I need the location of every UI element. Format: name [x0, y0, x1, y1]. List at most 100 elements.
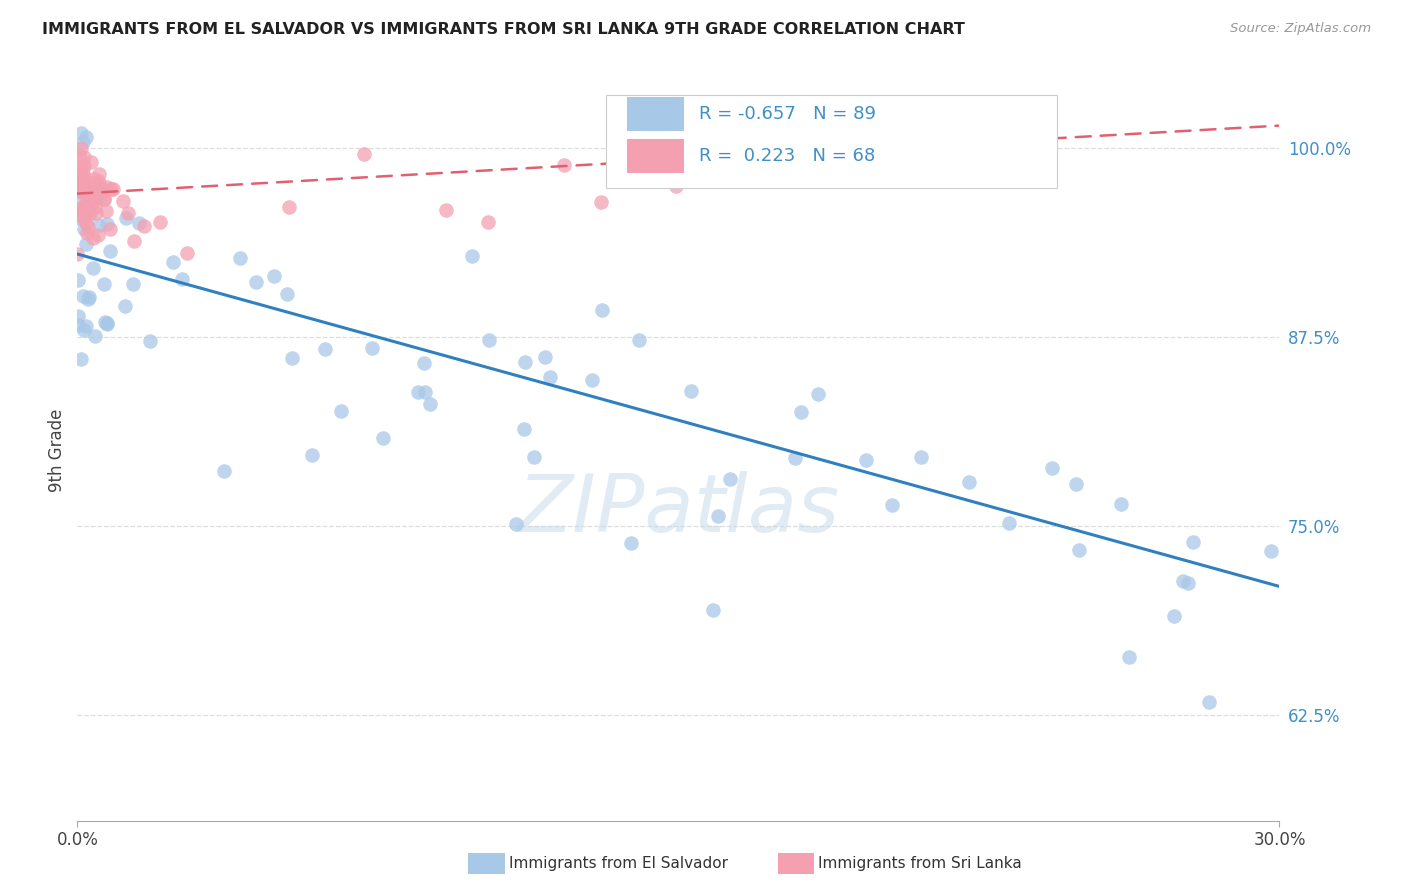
Point	[100, 181, 122, 195]
Point	[628, 334, 651, 348]
Point	[538, 370, 561, 384]
Point	[170, 272, 193, 286]
Point	[72, 211, 94, 225]
Point	[75, 216, 97, 230]
Point	[1111, 498, 1133, 512]
Point	[77, 219, 100, 234]
Point	[67, 273, 90, 287]
Point	[855, 452, 877, 467]
Point	[84, 206, 107, 220]
Point	[1069, 543, 1091, 558]
FancyBboxPatch shape	[627, 96, 685, 131]
Point	[523, 450, 546, 464]
Point	[72, 201, 94, 215]
Text: Immigrants from Sri Lanka: Immigrants from Sri Lanka	[818, 856, 1022, 871]
Point	[1198, 695, 1220, 709]
Point	[82, 231, 104, 245]
Point	[419, 397, 441, 411]
Point	[281, 351, 304, 365]
Point	[94, 204, 117, 219]
Point	[89, 167, 111, 181]
Point	[73, 222, 96, 236]
Point	[413, 356, 436, 370]
Point	[162, 255, 184, 269]
Point	[66, 247, 89, 261]
Point	[96, 316, 118, 330]
Point	[111, 194, 134, 208]
Point	[70, 126, 93, 140]
Point	[679, 384, 702, 399]
Point	[93, 192, 115, 206]
Text: ZIPatlas: ZIPatlas	[517, 471, 839, 549]
Point	[176, 246, 198, 260]
Point	[276, 287, 298, 301]
Point	[96, 318, 118, 332]
Point	[84, 328, 107, 343]
Point	[69, 162, 91, 177]
Point	[314, 343, 336, 357]
Point	[98, 244, 121, 259]
Point	[73, 323, 96, 337]
Point	[66, 309, 89, 323]
Text: IMMIGRANTS FROM EL SALVADOR VS IMMIGRANTS FROM SRI LANKA 9TH GRADE CORRELATION C: IMMIGRANTS FROM EL SALVADOR VS IMMIGRANT…	[42, 22, 965, 37]
Point	[83, 172, 105, 186]
Point	[70, 141, 93, 155]
Point	[66, 211, 89, 226]
Point	[93, 277, 115, 291]
Point	[882, 498, 904, 512]
Point	[148, 215, 170, 229]
Point	[67, 207, 90, 221]
Point	[114, 211, 136, 225]
Point	[212, 464, 235, 478]
Point	[998, 516, 1021, 530]
Point	[245, 275, 267, 289]
Point	[79, 290, 101, 304]
Point	[89, 177, 111, 191]
Point	[76, 183, 98, 197]
Point	[513, 355, 536, 369]
Point	[77, 175, 100, 189]
Point	[67, 172, 90, 186]
Point	[807, 387, 830, 401]
Point	[82, 186, 104, 200]
Point	[69, 180, 91, 194]
Point	[69, 352, 91, 367]
Point	[263, 268, 285, 283]
Point	[70, 181, 93, 195]
Point	[1163, 609, 1185, 624]
Point	[371, 431, 394, 445]
Point	[122, 277, 145, 291]
Point	[94, 315, 117, 329]
Point	[67, 318, 90, 332]
Point	[644, 169, 666, 184]
Point	[706, 508, 728, 523]
Point	[72, 167, 94, 181]
Point	[87, 182, 110, 196]
FancyBboxPatch shape	[627, 139, 685, 173]
Point	[785, 450, 807, 465]
Point	[132, 219, 155, 234]
Point	[76, 204, 98, 219]
Point	[79, 155, 101, 169]
Point	[67, 179, 90, 194]
Text: R = -0.657   N = 89: R = -0.657 N = 89	[699, 104, 876, 123]
Point	[741, 144, 763, 158]
Point	[72, 289, 94, 303]
Point	[591, 194, 613, 209]
Point	[461, 250, 484, 264]
Point	[124, 234, 146, 248]
Point	[103, 182, 125, 196]
Point	[75, 236, 97, 251]
Point	[790, 405, 813, 419]
Point	[75, 318, 97, 333]
Text: Immigrants from El Salvador: Immigrants from El Salvador	[509, 856, 728, 871]
Point	[478, 333, 501, 347]
Point	[87, 218, 110, 232]
Point	[910, 450, 932, 465]
Point	[70, 183, 93, 197]
Point	[408, 385, 430, 400]
Point	[70, 174, 93, 188]
Point	[434, 203, 457, 218]
Point	[76, 194, 98, 208]
Point	[702, 603, 724, 617]
